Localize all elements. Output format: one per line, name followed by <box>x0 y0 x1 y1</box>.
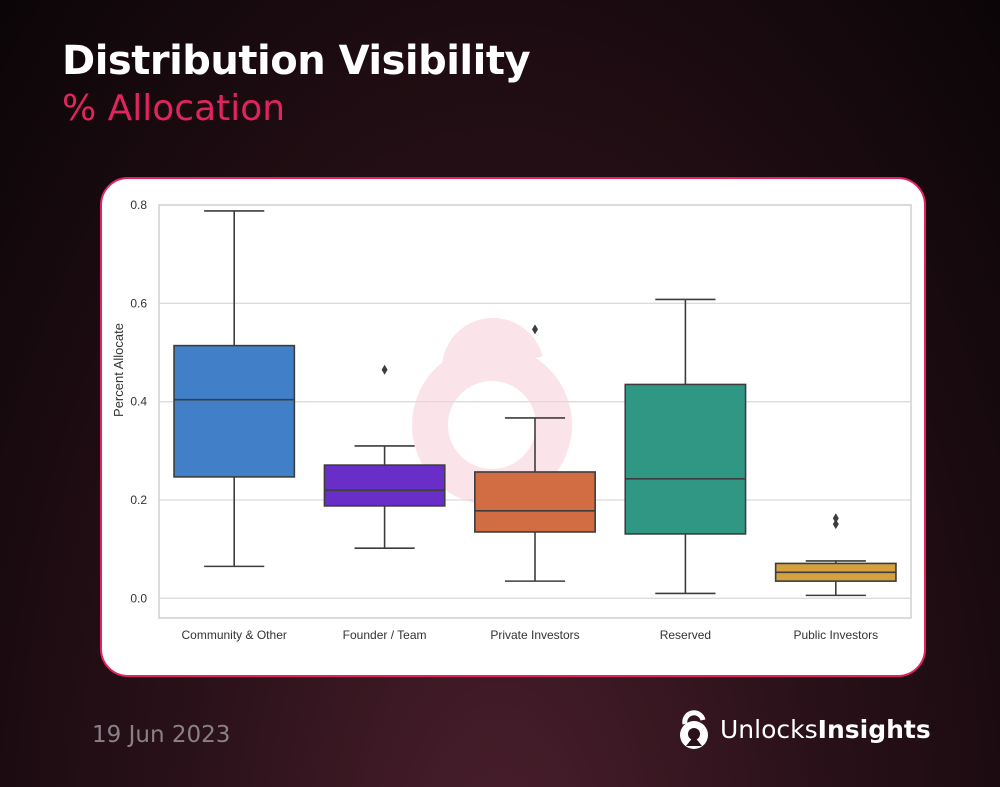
outlier-point <box>832 519 839 530</box>
outlier-point <box>832 513 839 524</box>
box-4 <box>774 513 897 597</box>
y-axis-label: Percent Allocate <box>111 323 126 417</box>
outlier-point <box>532 324 538 335</box>
y-tick-label: 0.8 <box>130 198 147 212</box>
iqr-box <box>624 383 747 535</box>
lock-logo-icon <box>680 710 708 749</box>
iqr-box <box>474 471 596 533</box>
iqr-box <box>323 464 446 507</box>
x-tick-label: Founder / Team <box>343 628 427 642</box>
date: 19 Jun 2023 <box>92 722 231 748</box>
y-tick-label: 0.2 <box>130 493 147 507</box>
box-1 <box>323 364 446 549</box>
page-title: Distribution Visibility <box>62 38 531 84</box>
box-3 <box>624 298 747 595</box>
brand-name-bold: Insights <box>817 714 931 744</box>
y-tick-label: 0.4 <box>130 395 147 409</box>
outlier-point <box>381 364 388 375</box>
plot-frame <box>158 204 912 619</box>
y-tick-label: 0.0 <box>130 591 147 605</box>
y-tick-label: 0.6 <box>130 296 147 310</box>
page-subtitle: % Allocation <box>62 88 286 129</box>
x-tick-label: Public Investors <box>793 628 878 642</box>
box-0 <box>173 210 296 568</box>
brand-name-light: Unlocks <box>720 714 818 744</box>
iqr-box <box>173 344 296 478</box>
brand-logo: UnlocksInsights <box>676 708 931 750</box>
box-2 <box>474 324 596 582</box>
x-tick-label: Reserved <box>660 628 711 642</box>
x-tick-label: Community & Other <box>182 628 287 642</box>
x-tick-label: Private Investors <box>490 628 579 642</box>
